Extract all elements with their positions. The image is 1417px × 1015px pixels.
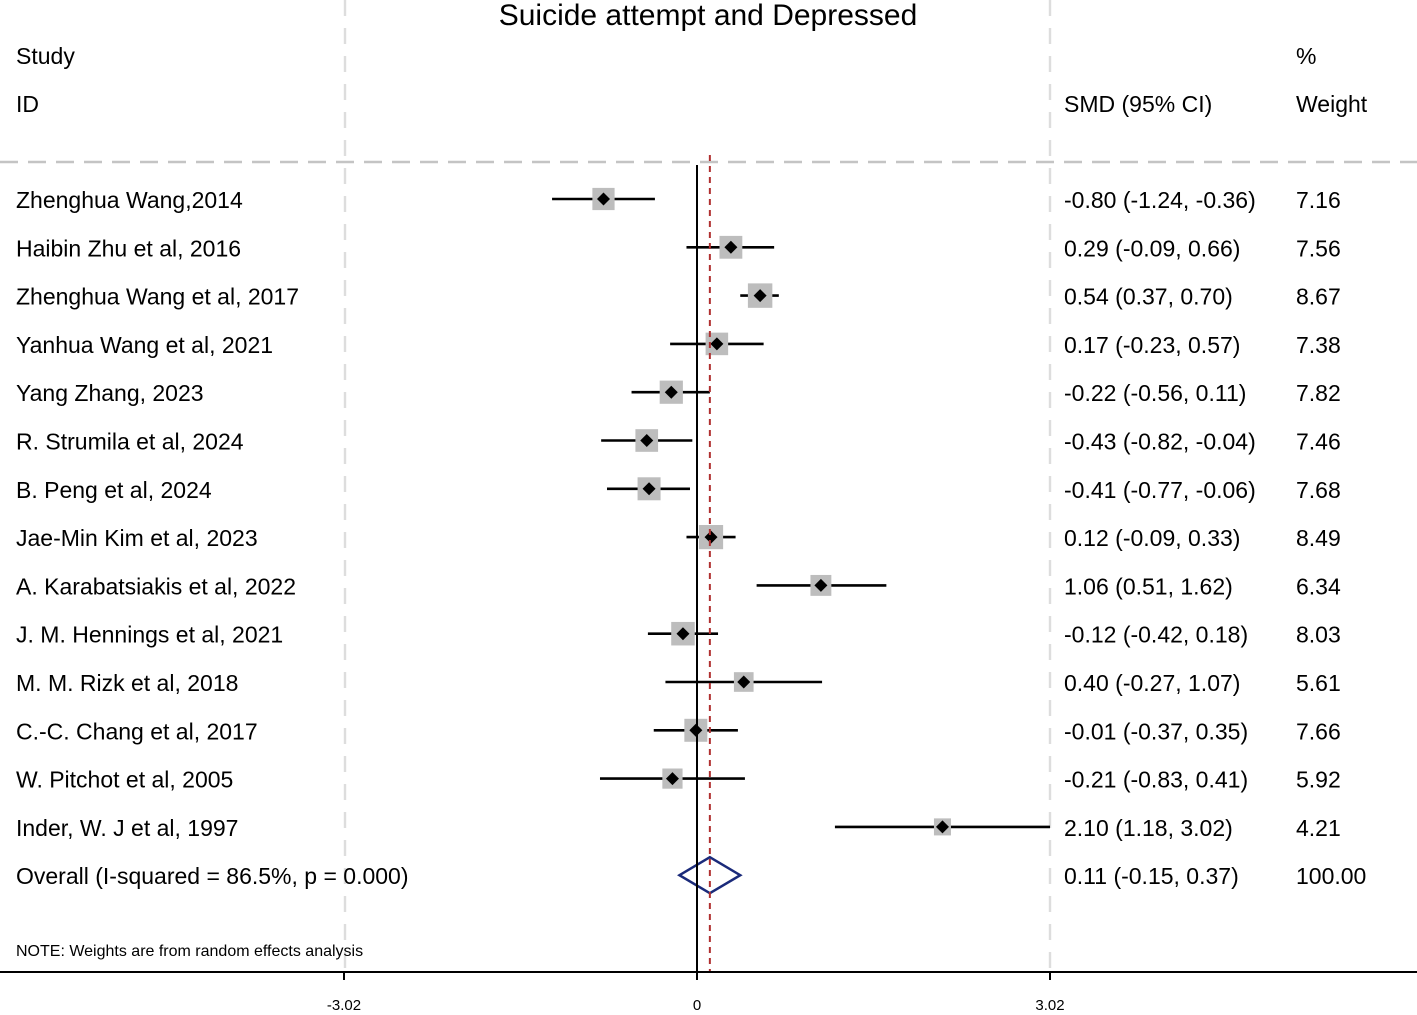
header-id: ID (16, 91, 39, 117)
study-label: B. Peng et al, 2024 (16, 477, 212, 503)
ci-value: 0.54 (0.37, 0.70) (1064, 284, 1233, 310)
weight-value: 8.49 (1296, 525, 1341, 551)
study-label: A. Karabatsiakis et al, 2022 (16, 573, 296, 599)
weight-value: 7.56 (1296, 235, 1341, 261)
study-row: Jae-Min Kim et al, 2023 0.12 (-0.09, 0.33… (16, 525, 1341, 551)
study-label: Zhenghua Wang et al, 2017 (16, 284, 299, 310)
ci-value: -0.12 (-0.42, 0.18) (1064, 622, 1248, 648)
study-label: Yanhua Wang et al, 2021 (16, 332, 273, 358)
study-label: Yang Zhang, 2023 (16, 380, 204, 406)
overall-ci-value: 0.11 (-0.15, 0.37) (1064, 863, 1239, 889)
ci-value: -0.22 (-0.56, 0.11) (1064, 380, 1246, 406)
point-estimate (689, 723, 703, 737)
ci-value: 0.17 (-0.23, 0.57) (1064, 332, 1240, 358)
study-row: Yang Zhang, 2023 -0.22 (-0.56, 0.11) 7.82 (16, 380, 1341, 406)
study-label: M. M. Rizk et al, 2018 (16, 670, 238, 696)
point-estimate (935, 820, 949, 834)
ci-value: 2.10 (1.18, 3.02) (1064, 815, 1233, 841)
point-estimate (664, 385, 678, 399)
study-row: Zhenghua Wang et al, 2017 0.54 (0.37, 0.7… (16, 283, 1341, 310)
point-estimate (642, 482, 656, 496)
point-estimate (737, 675, 751, 689)
chart-title: Suicide attempt and Depressed (499, 0, 918, 32)
header-study: Study (16, 43, 75, 69)
weight-value: 7.82 (1296, 380, 1341, 406)
tick-label: -3.02 (327, 997, 361, 1014)
ci-value: 0.40 (-0.27, 1.07) (1064, 670, 1240, 696)
overall-label: Overall (I-squared = 86.5%, p = 0.000) (16, 863, 409, 889)
study-label: Zhenghua Wang,2014 (16, 187, 243, 213)
point-estimate (753, 289, 767, 303)
point-estimate (596, 192, 610, 206)
overall-row: Overall (I-squared = 86.5%, p = 0.000) 0.… (16, 855, 1366, 895)
study-label: C.-C. Chang et al, 2017 (16, 718, 258, 744)
ci-value: 1.06 (0.51, 1.62) (1064, 573, 1233, 599)
weight-value: 5.61 (1296, 670, 1341, 696)
point-estimate (724, 240, 738, 254)
study-row: W. Pitchot et al, 2005 -0.21 (-0.83, 0.41… (16, 767, 1341, 793)
study-label: Haibin Zhu et al, 2016 (16, 235, 241, 261)
weight-value: 7.16 (1296, 187, 1341, 213)
overall-weight-value: 100.00 (1296, 863, 1366, 889)
weight-value: 7.46 (1296, 429, 1341, 455)
study-label: Jae-Min Kim et al, 2023 (16, 525, 258, 551)
weights-note: NOTE: Weights are from random effects an… (16, 943, 363, 960)
study-row: B. Peng et al, 2024 -0.41 (-0.77, -0.06) 7… (16, 477, 1341, 503)
point-estimate (814, 578, 828, 592)
study-row: Zhenghua Wang,2014 -0.80 (-1.24, -0.36) 7.… (16, 187, 1341, 213)
study-row: A. Karabatsiakis et al, 2022 1.06 (0.51, … (16, 573, 1341, 599)
weight-value: 7.66 (1296, 718, 1341, 744)
study-label: J. M. Hennings et al, 2021 (16, 622, 283, 648)
weight-value: 7.68 (1296, 477, 1341, 503)
point-estimate (665, 772, 679, 786)
study-row: M. M. Rizk et al, 2018 0.40 (-0.27, 1.07)… (16, 670, 1341, 696)
tick-label: 0 (693, 997, 701, 1014)
header-effect: SMD (95% CI) (1064, 91, 1212, 117)
weight-value: 6.34 (1296, 573, 1341, 599)
study-row: Inder, W. J et al, 1997 2.10 (1.18, 3.02)… (16, 815, 1341, 841)
weight-value: 8.03 (1296, 622, 1341, 648)
study-row: J. M. Hennings et al, 2021 -0.12 (-0.42, … (16, 622, 1341, 648)
x-axis-ticks: -3.02 0 3.02 (327, 972, 1065, 1014)
point-estimate (704, 530, 718, 544)
weight-value: 5.92 (1296, 767, 1341, 793)
header-percent: % (1296, 43, 1316, 69)
grid-lines (343, 0, 1052, 972)
weight-value: 7.38 (1296, 332, 1341, 358)
study-row: Haibin Zhu et al, 2016 0.29 (-0.09, 0.66)… (16, 235, 1341, 261)
ci-value: 0.29 (-0.09, 0.66) (1064, 235, 1240, 261)
study-label: W. Pitchot et al, 2005 (16, 767, 233, 793)
ci-value: 0.12 (-0.09, 0.33) (1064, 525, 1240, 551)
study-label: Inder, W. J et al, 1997 (16, 815, 238, 841)
weight-value: 4.21 (1296, 815, 1341, 841)
point-estimate (710, 337, 724, 351)
study-row: C.-C. Chang et al, 2017 -0.01 (-0.37, 0.3… (16, 718, 1341, 744)
ci-value: -0.21 (-0.83, 0.41) (1064, 767, 1248, 793)
point-estimate (640, 434, 654, 447)
header-weight: Weight (1296, 91, 1368, 117)
study-label: R. Strumila et al, 2024 (16, 429, 244, 455)
study-rows: Zhenghua Wang,2014 -0.80 (-1.24, -0.36) 7.… (16, 187, 1341, 841)
study-row: R. Strumila et al, 2024 -0.43 (-0.82, -0.… (16, 429, 1341, 455)
ci-value: -0.80 (-1.24, -0.36) (1064, 187, 1256, 213)
point-estimate (676, 627, 690, 641)
ci-value: -0.43 (-0.82, -0.04) (1064, 429, 1256, 455)
weight-value: 8.67 (1296, 284, 1341, 310)
tick-label: 3.02 (1035, 997, 1064, 1014)
ci-value: -0.41 (-0.77, -0.06) (1064, 477, 1256, 503)
ci-value: -0.01 (-0.37, 0.35) (1064, 718, 1248, 744)
study-row: Yanhua Wang et al, 2021 0.17 (-0.23, 0.57… (16, 332, 1341, 358)
